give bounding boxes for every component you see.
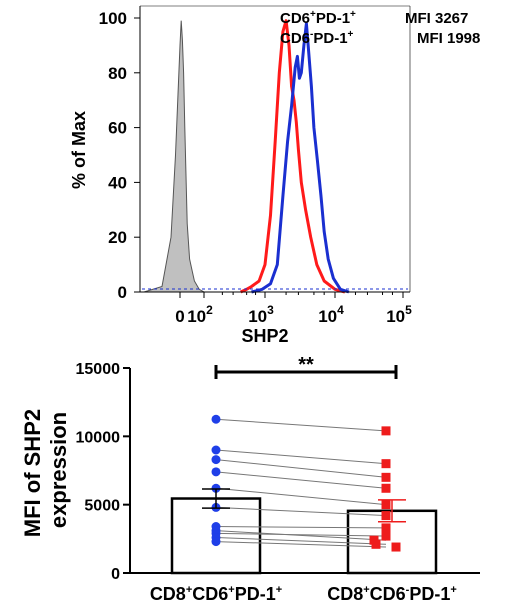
category-label-cd6-neg: CD8+CD6-PD-1+ (327, 584, 457, 604)
histogram-x-tick-label: 103 (248, 303, 274, 326)
cat2-s1: + (363, 584, 369, 596)
paired-line (215, 506, 387, 517)
cat2-b: CD6 (370, 584, 406, 604)
histogram-y-tick-label: 100 (99, 9, 127, 28)
legend-cd6-pos-pd1-sup: + (350, 9, 356, 20)
data-point-cd6-neg (381, 459, 391, 469)
paired-line (215, 487, 387, 506)
histogram-x-tick-label: 0 (175, 307, 184, 326)
bar-y-tick-label: 5000 (84, 498, 120, 515)
histogram-series-isotype (143, 20, 206, 293)
significance-label: ** (298, 354, 314, 376)
legend-cd6-neg-pd1: PD-1 (313, 30, 347, 47)
cat1-s2: + (228, 584, 234, 596)
cat2-s2: - (406, 584, 410, 596)
data-point-cd6-neg (381, 531, 391, 541)
bar-y-axis-label: MFI of SHP2 expression (20, 403, 71, 537)
legend-entry-cd6-pos: CD6+PD-1+ MFI 3267 (280, 4, 468, 27)
bar-y-tick-label: 10000 (76, 429, 121, 446)
histogram-y-tick-label: 60 (108, 119, 127, 138)
cat1-a: CD8 (150, 584, 186, 604)
legend-cd6-neg-text: CD6 (280, 30, 310, 47)
histogram-y-tick-label: 80 (108, 64, 127, 83)
paired-lines (215, 418, 387, 548)
histogram-y-tick-label: 40 (108, 173, 127, 192)
paired-line (215, 449, 387, 465)
data-point-cd6-neg (381, 511, 391, 521)
bar-y-tick-label: 0 (111, 566, 120, 583)
cat2-s3: + (450, 584, 456, 596)
data-point-cd6-neg (381, 426, 391, 436)
paired-line (215, 536, 387, 545)
paired-line (215, 526, 387, 529)
legend-cd6-neg-mfi: MFI 1998 (417, 30, 480, 47)
bar-panel: 0 5000 10000 15000 ** MFI of SHP2 expressio… (20, 354, 480, 604)
cat2-a: CD8 (327, 584, 363, 604)
data-point-cd6-pos (211, 467, 221, 477)
histogram-y-ticks: 0 20 40 60 80 100 (99, 9, 140, 302)
legend-cd6-pos-mfi: MFI 3267 (405, 10, 468, 27)
data-point-cd6-neg (381, 523, 391, 533)
data-point-cd6-pos (211, 455, 221, 465)
histogram-y-tick-label: 0 (118, 283, 127, 302)
histogram-x-tick-label: 105 (386, 303, 412, 326)
cat1-s1: + (186, 584, 192, 596)
legend-cd6-pos-sup: + (310, 9, 316, 20)
paired-line (215, 532, 387, 537)
cat1-c: PD-1 (235, 584, 276, 604)
paired-line (215, 530, 387, 541)
bar-y-axis-label-line2: expression (46, 412, 71, 528)
paired-line (215, 418, 387, 432)
cat1-s3: + (276, 584, 282, 596)
legend-cd6-pos-text: CD6 (280, 10, 310, 27)
data-point-cd6-pos (211, 414, 221, 424)
bar-y-tick-label: 15000 (76, 361, 121, 378)
data-point-cd6-neg (391, 542, 401, 552)
data-point-cd6-neg (381, 483, 391, 493)
histogram-y-tick-label: 20 (108, 228, 127, 247)
paired-line (215, 541, 387, 548)
error-bars (202, 488, 406, 523)
legend-cd6-pos-pd1: PD-1 (316, 10, 350, 27)
histogram-y-axis-label: % of Max (69, 111, 89, 189)
data-point-cd6-pos (211, 537, 221, 547)
histogram-series-cd6-pos (251, 22, 350, 294)
histogram-series-cd6-neg (240, 19, 346, 294)
histogram-series (142, 19, 408, 294)
paired-line (215, 459, 387, 478)
histogram-x-axis-label: SHP2 (241, 326, 288, 346)
cat2-c: PD-1 (409, 584, 450, 604)
data-point-cd6-neg (381, 500, 391, 510)
data-point-cd6-pos (211, 445, 221, 455)
bar-y-axis-label-line1: MFI of SHP2 (20, 409, 45, 537)
histogram-x-ticks: 0 102 103 104 105 (175, 292, 412, 326)
data-points (211, 414, 401, 552)
legend-cd6-neg-pd1-sup: + (348, 29, 354, 40)
histogram-x-tick-label: 102 (187, 303, 213, 326)
histogram-x-tick-label: 104 (318, 303, 344, 326)
legend-cd6-neg-sup: - (310, 29, 313, 40)
cat1-b: CD6 (192, 584, 228, 604)
bar-y-ticks: 0 5000 10000 15000 (76, 361, 130, 583)
data-point-cd6-neg (381, 472, 391, 482)
data-point-cd6-neg (371, 539, 381, 549)
category-label-cd6-pos: CD8+CD6+PD-1+ (150, 584, 282, 604)
paired-line (215, 471, 387, 489)
legend-entry-cd6-neg: CD6-PD-1+ MFI 1998 (280, 24, 480, 47)
significance-bracket: ** (214, 354, 398, 379)
